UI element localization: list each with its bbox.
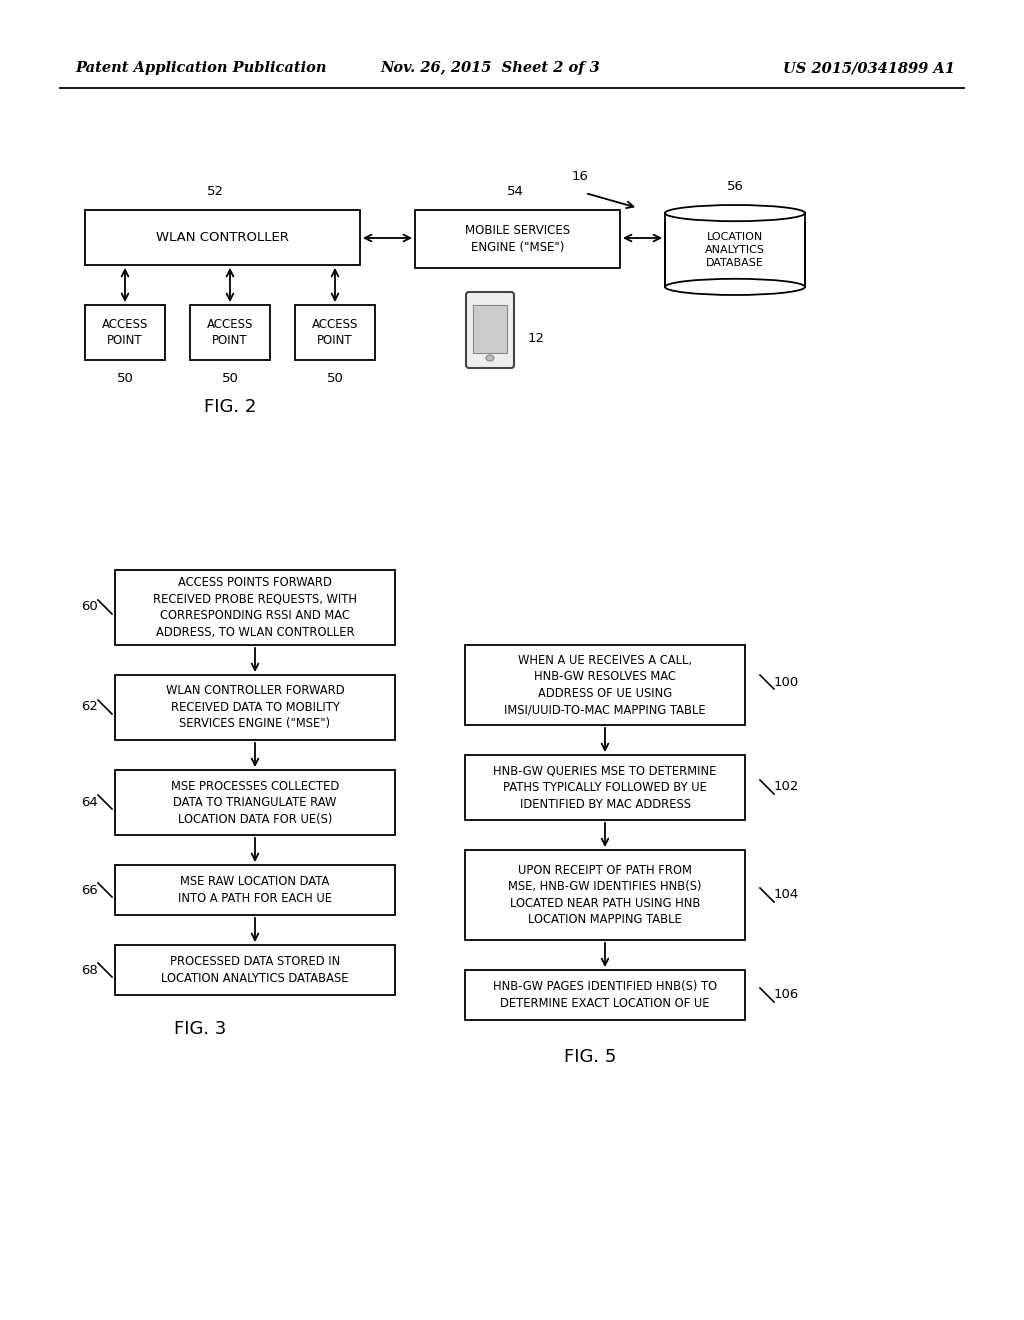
- Text: HNB-GW PAGES IDENTIFIED HNB(S) TO
DETERMINE EXACT LOCATION OF UE: HNB-GW PAGES IDENTIFIED HNB(S) TO DETERM…: [493, 981, 717, 1010]
- Text: MOBILE SERVICES
ENGINE ("MSE"): MOBILE SERVICES ENGINE ("MSE"): [465, 224, 570, 253]
- Text: 60: 60: [81, 601, 98, 614]
- Bar: [115, 865, 395, 915]
- Text: HNB-GW QUERIES MSE TO DETERMINE
PATHS TYPICALLY FOLLOWED BY UE
IDENTIFIED BY MAC: HNB-GW QUERIES MSE TO DETERMINE PATHS TY…: [494, 764, 717, 810]
- Text: 12: 12: [528, 331, 545, 345]
- Bar: [465, 755, 745, 820]
- Text: 52: 52: [207, 185, 223, 198]
- Text: FIG. 3: FIG. 3: [174, 1020, 226, 1038]
- Text: 50: 50: [327, 372, 343, 385]
- Text: 102: 102: [774, 780, 800, 793]
- Text: 66: 66: [81, 883, 98, 896]
- Text: ACCESS
POINT: ACCESS POINT: [207, 318, 253, 347]
- Text: FIG. 2: FIG. 2: [204, 399, 256, 416]
- Text: FIG. 5: FIG. 5: [564, 1048, 616, 1067]
- Text: 50: 50: [117, 372, 133, 385]
- Text: ACCESS
POINT: ACCESS POINT: [312, 318, 358, 347]
- Bar: [115, 945, 395, 995]
- Bar: [190, 305, 270, 360]
- Text: Patent Application Publication: Patent Application Publication: [75, 61, 327, 75]
- Bar: [664, 213, 806, 222]
- Text: ACCESS
POINT: ACCESS POINT: [101, 318, 148, 347]
- Bar: [115, 770, 395, 836]
- Text: UPON RECEIPT OF PATH FROM
MSE, HNB-GW IDENTIFIES HNB(S)
LOCATED NEAR PATH USING : UPON RECEIPT OF PATH FROM MSE, HNB-GW ID…: [508, 863, 701, 927]
- Bar: [115, 675, 395, 741]
- Bar: [295, 305, 375, 360]
- Ellipse shape: [665, 205, 805, 222]
- Text: 16: 16: [571, 170, 589, 183]
- Bar: [665, 213, 805, 286]
- Text: 62: 62: [81, 701, 98, 714]
- Ellipse shape: [486, 355, 494, 360]
- Bar: [465, 970, 745, 1020]
- Text: 100: 100: [774, 676, 800, 689]
- Text: WLAN CONTROLLER: WLAN CONTROLLER: [156, 231, 289, 244]
- Bar: [415, 210, 620, 268]
- Bar: [115, 570, 395, 645]
- Text: PROCESSED DATA STORED IN
LOCATION ANALYTICS DATABASE: PROCESSED DATA STORED IN LOCATION ANALYT…: [161, 956, 349, 985]
- Text: Nov. 26, 2015  Sheet 2 of 3: Nov. 26, 2015 Sheet 2 of 3: [380, 61, 600, 75]
- Text: MSE RAW LOCATION DATA
INTO A PATH FOR EACH UE: MSE RAW LOCATION DATA INTO A PATH FOR EA…: [178, 875, 332, 904]
- Text: WLAN CONTROLLER FORWARD
RECEIVED DATA TO MOBILITY
SERVICES ENGINE ("MSE"): WLAN CONTROLLER FORWARD RECEIVED DATA TO…: [166, 685, 344, 730]
- Text: 106: 106: [774, 989, 800, 1002]
- Text: MSE PROCESSES COLLECTED
DATA TO TRIANGULATE RAW
LOCATION DATA FOR UE(S): MSE PROCESSES COLLECTED DATA TO TRIANGUL…: [171, 780, 339, 825]
- Bar: [473, 305, 507, 352]
- Ellipse shape: [665, 279, 805, 294]
- Text: 68: 68: [81, 964, 98, 977]
- Bar: [85, 305, 165, 360]
- Text: WHEN A UE RECEIVES A CALL,
HNB-GW RESOLVES MAC
ADDRESS OF UE USING
IMSI/UUID-TO-: WHEN A UE RECEIVES A CALL, HNB-GW RESOLV…: [504, 653, 706, 717]
- Text: US 2015/0341899 A1: US 2015/0341899 A1: [783, 61, 955, 75]
- Text: 54: 54: [507, 185, 523, 198]
- Bar: [465, 850, 745, 940]
- FancyBboxPatch shape: [466, 292, 514, 368]
- Text: 104: 104: [774, 888, 800, 902]
- Text: 50: 50: [221, 372, 239, 385]
- Bar: [85, 210, 360, 265]
- Text: 64: 64: [81, 796, 98, 808]
- Text: ACCESS POINTS FORWARD
RECEIVED PROBE REQUESTS, WITH
CORRESPONDING RSSI AND MAC
A: ACCESS POINTS FORWARD RECEIVED PROBE REQ…: [153, 577, 357, 639]
- Text: 56: 56: [727, 180, 743, 193]
- Bar: [465, 645, 745, 725]
- Text: LOCATION
ANALYTICS
DATABASE: LOCATION ANALYTICS DATABASE: [705, 232, 765, 268]
